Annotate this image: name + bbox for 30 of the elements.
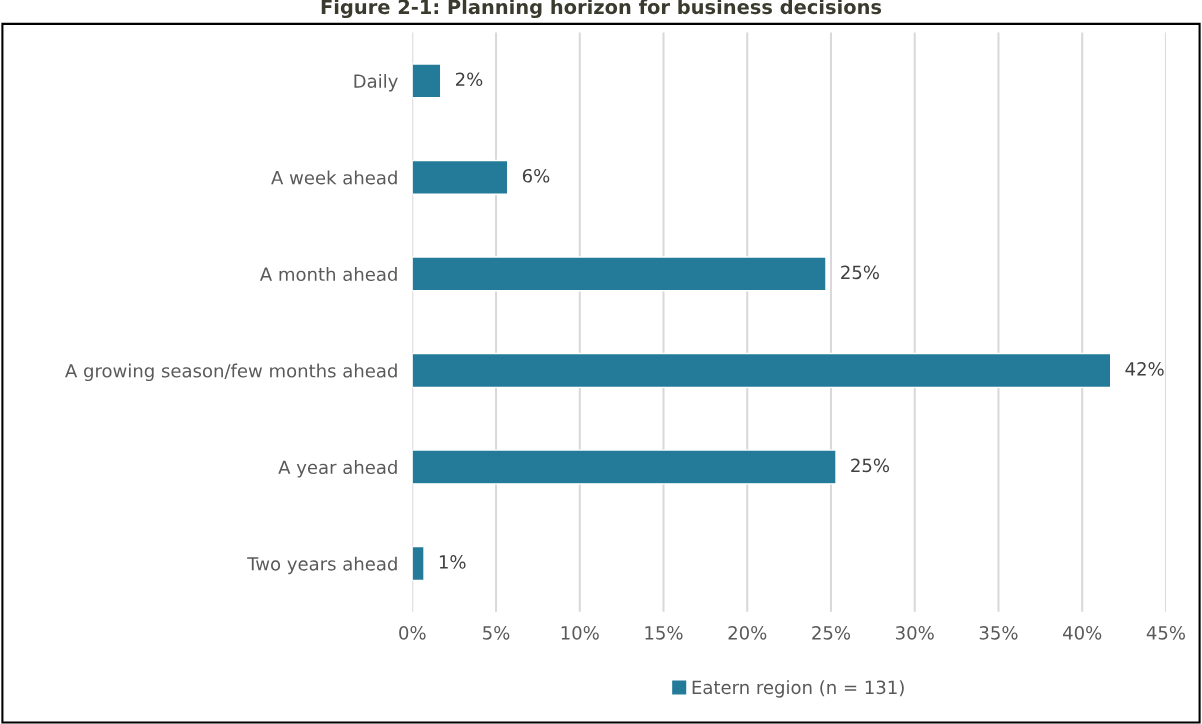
y-tick-label: A year ahead xyxy=(278,460,397,478)
data-label: 42% xyxy=(1125,362,1164,376)
bar xyxy=(412,352,1112,389)
chart-title: Figure 2-1: Planning horizon for business decisions xyxy=(321,0,882,19)
x-tick-label: 0% xyxy=(399,625,426,640)
y-tick-label: Daily xyxy=(354,73,398,92)
bar xyxy=(412,449,837,485)
bar xyxy=(412,256,827,292)
x-tick-label: 35% xyxy=(979,625,1018,640)
x-tick-label: 15% xyxy=(645,625,683,640)
y-tick-label: Two years ahead xyxy=(247,556,397,575)
x-tick-label: 45% xyxy=(1146,625,1186,640)
bar xyxy=(412,545,425,582)
data-label: 6% xyxy=(522,168,550,183)
data-label: 2% xyxy=(455,72,483,87)
x-tick-label: 5% xyxy=(483,625,510,640)
x-tick-label: 40% xyxy=(1063,625,1102,640)
data-label: 25% xyxy=(851,458,890,473)
y-tick-label: A growing season/few months ahead xyxy=(65,363,397,382)
x-tick-label: 10% xyxy=(561,625,599,640)
data-label: 1% xyxy=(439,555,466,569)
data-label: 25% xyxy=(841,265,879,280)
legend-label: Eatern region (n = 131) xyxy=(692,680,904,698)
x-tick-label: 30% xyxy=(896,625,934,640)
x-tick-label: 20% xyxy=(728,625,767,640)
bar xyxy=(412,63,442,99)
y-tick-label: A month ahead xyxy=(259,267,397,282)
y-tick-label: A week ahead xyxy=(271,170,397,185)
bar xyxy=(412,159,509,195)
x-tick-label: 25% xyxy=(812,625,851,640)
